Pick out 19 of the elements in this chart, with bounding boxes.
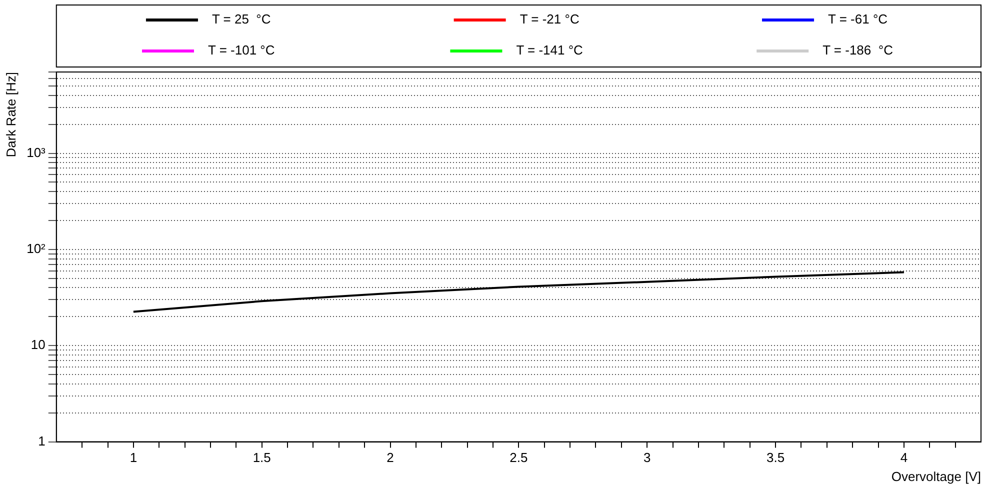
y-tick-label: 10² xyxy=(26,241,46,256)
y-tick-label: 1 xyxy=(38,433,46,448)
y-tick-label: 10³ xyxy=(26,144,46,160)
x-tick-label: 3.5 xyxy=(766,450,785,466)
y-tick-label: 10 xyxy=(30,337,46,352)
legend-label: T = -141 °C xyxy=(516,42,583,58)
x-axis-title: Overvoltage [V] xyxy=(891,468,981,484)
y-axis-title: Dark Rate [Hz] xyxy=(3,72,18,158)
x-tick-label: 2.5 xyxy=(510,450,528,466)
legend-label: T = -101 °C xyxy=(208,42,275,58)
legend-label: T = -21 °C xyxy=(520,12,580,27)
x-tick-label: 1.5 xyxy=(252,450,271,466)
legend-label: T = -61 °C xyxy=(828,12,888,27)
legend-label: T = -186 °C xyxy=(822,42,893,58)
x-tick-label: 4 xyxy=(900,450,908,466)
x-tick-label: 1 xyxy=(130,450,138,466)
x-tick-label: 3 xyxy=(643,450,651,466)
legend-label: T = 25 °C xyxy=(212,12,271,27)
x-tick-label: 2 xyxy=(386,450,394,466)
